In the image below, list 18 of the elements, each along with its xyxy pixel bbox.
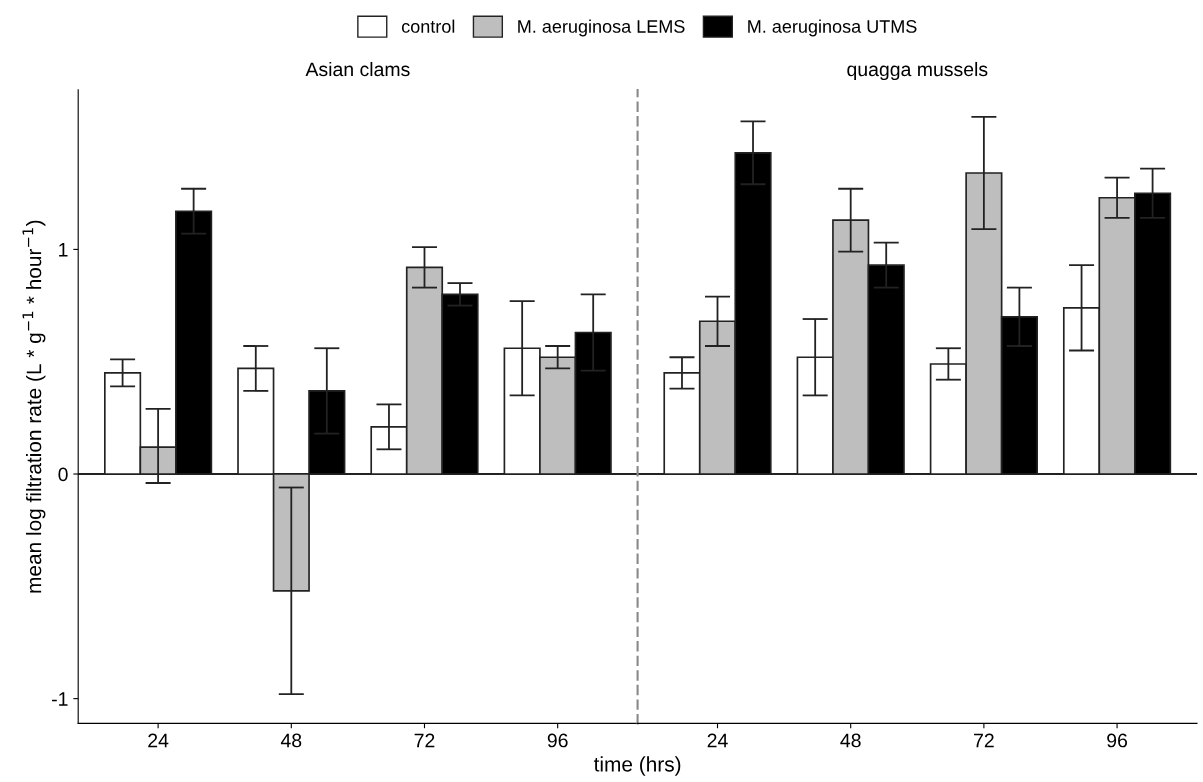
x-tick-label: 48	[280, 733, 302, 748]
y-tick-label: 1	[59, 243, 68, 257]
x-tick-label: 72	[414, 733, 435, 748]
x-axis-title: time (hrs)	[593, 756, 681, 776]
chart-title: Asian clams	[305, 61, 410, 77]
x-tick-label: 96	[547, 733, 568, 748]
x-tick-label: 24	[707, 733, 728, 748]
legend-label: M. aeruginosa UTMS	[748, 19, 917, 37]
x-tick-label: 24	[148, 733, 169, 748]
y-tick-label: -1	[52, 692, 68, 706]
legend-label: control	[401, 19, 455, 33]
x-tick-label: 72	[974, 733, 994, 748]
legend-label: M. aeruginosa LEMS	[518, 19, 685, 37]
y-tick-label: 0	[58, 467, 68, 482]
x-tick-label: 48	[840, 733, 861, 748]
x-tick-label: 96	[1107, 733, 1128, 748]
chart-title: quagga mussels	[847, 61, 988, 81]
y-axis-title: mean log filtration rate (L * g$^{−1}$ * hour$^{−1}$)	[22, 220, 46, 593]
